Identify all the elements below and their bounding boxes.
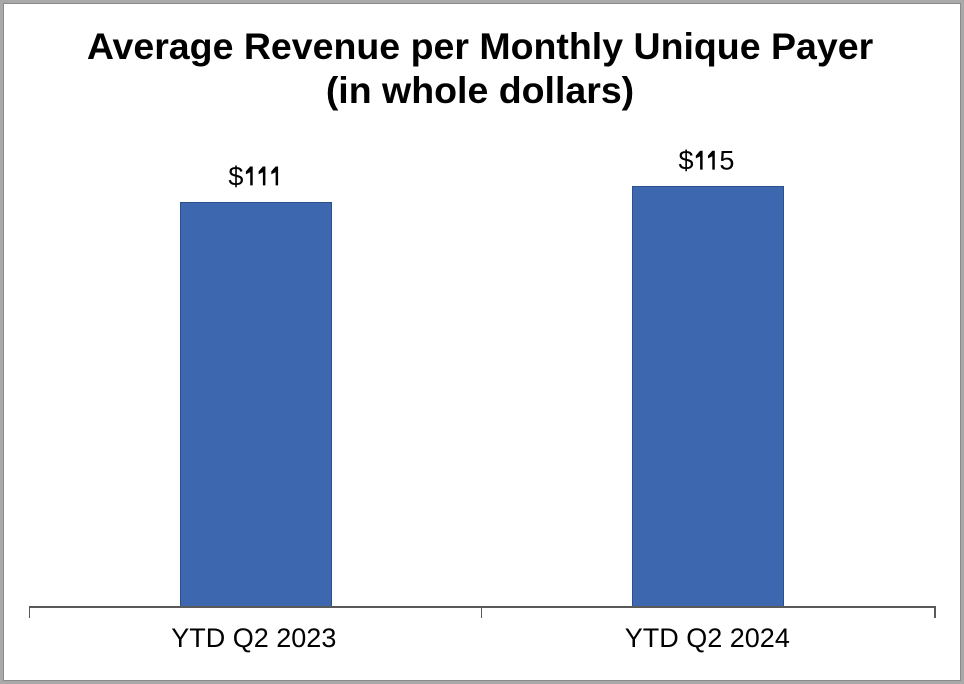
svg-text:$: $ <box>228 161 243 191</box>
svg-text:5: 5 <box>719 146 734 176</box>
svg-text:$: $ <box>679 146 694 176</box>
